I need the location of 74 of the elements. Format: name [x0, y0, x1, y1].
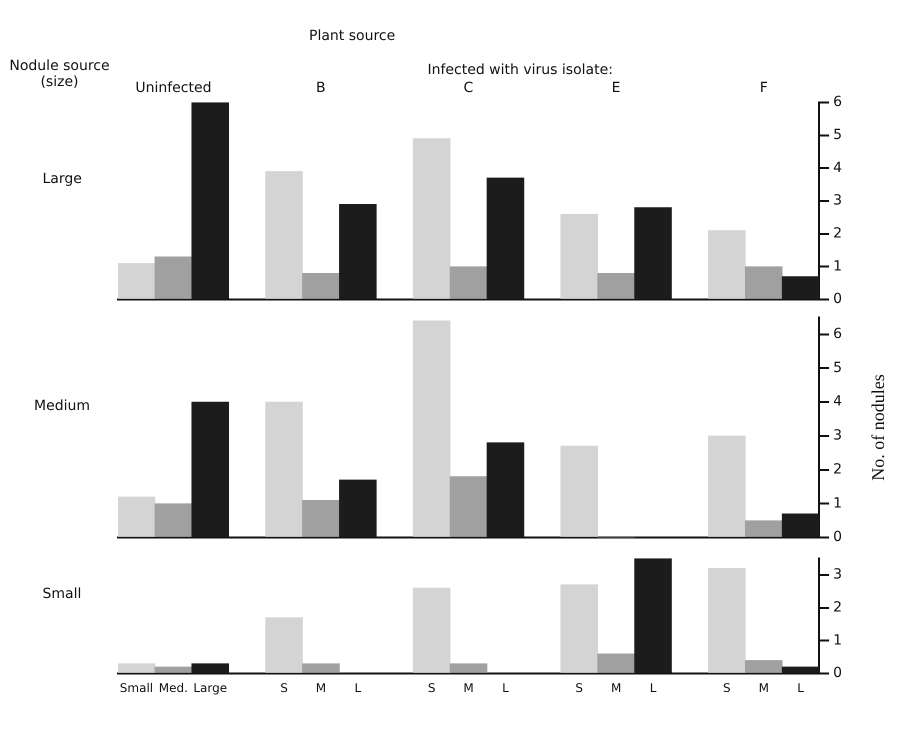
bar [118, 263, 156, 299]
x-tick-label: Med. [158, 680, 188, 695]
bar [302, 500, 340, 537]
bar [450, 266, 488, 299]
y-axis-title: No. of nodules [867, 374, 888, 481]
y-tick-label: 3 [833, 566, 842, 582]
bar [744, 520, 783, 537]
bar [708, 436, 746, 537]
chart-title: Plant source [309, 28, 396, 44]
y-tick-label: 5 [833, 360, 842, 376]
text: E [612, 80, 620, 96]
y-tick-label: 1 [833, 258, 842, 274]
y-tick-label: 1 [833, 632, 842, 648]
bar [154, 666, 192, 673]
bar [412, 588, 450, 673]
bar [560, 446, 598, 537]
text: Nodule source (size) [8, 58, 111, 90]
y-tick-label: 2 [833, 599, 842, 616]
chart-subtitle: Infected with virus isolate: [428, 62, 613, 78]
x-tick-label: L [502, 680, 510, 695]
bar [154, 503, 192, 537]
bar [412, 138, 450, 299]
bar [450, 476, 488, 537]
bar [302, 272, 340, 299]
y-tick-label: 2 [833, 226, 842, 242]
bar [560, 584, 598, 673]
text: C [464, 80, 474, 96]
x-tick-label: M [758, 680, 769, 695]
x-tick-label: S [723, 680, 731, 695]
x-tick-label: Large [193, 680, 228, 695]
y-tick-label: 0 [833, 665, 842, 682]
bar [744, 266, 783, 299]
bar [597, 272, 635, 299]
x-tick-label: Small [120, 680, 154, 695]
bar [708, 230, 746, 299]
x-tick-label: M [463, 680, 474, 695]
y-tick-label: 3 [833, 192, 842, 209]
y-tick-label: 3 [833, 428, 842, 444]
text: Medium [34, 398, 90, 414]
x-tick-label: M [610, 680, 622, 695]
bar [265, 402, 303, 537]
x-tick-label: L [797, 680, 804, 695]
bar [560, 214, 598, 299]
bar [154, 256, 192, 299]
x-tick-label: S [575, 680, 584, 695]
text: F [760, 80, 768, 96]
bar [597, 654, 635, 673]
bar [708, 568, 746, 673]
x-tick-label: L [354, 680, 362, 695]
y-tick-label: 0 [833, 291, 842, 308]
bar [744, 660, 783, 673]
bar [265, 617, 303, 673]
x-tick-label: M [316, 680, 326, 695]
bar [412, 320, 450, 537]
bar [302, 663, 340, 673]
x-tick-label: S [428, 680, 436, 695]
x-tick-label: S [280, 680, 288, 695]
y-tick-label: 1 [833, 495, 842, 512]
bar [118, 496, 156, 537]
bar [450, 663, 488, 673]
bar [118, 663, 156, 673]
y-tick-label: 6 [833, 94, 842, 110]
y-tick-label: 6 [833, 326, 842, 342]
y-tick-label: 4 [833, 160, 842, 176]
y-tick-label: 5 [833, 126, 842, 143]
y-tick-label: 4 [833, 394, 842, 410]
x-tick-label: L [650, 680, 657, 695]
y-tick-label: 2 [833, 461, 842, 478]
text: B [316, 80, 326, 96]
text: Uninfected [135, 80, 212, 96]
text: Small [42, 586, 82, 602]
y-tick-label: 0 [833, 529, 842, 546]
bar [265, 171, 303, 299]
text: Large [42, 171, 82, 187]
